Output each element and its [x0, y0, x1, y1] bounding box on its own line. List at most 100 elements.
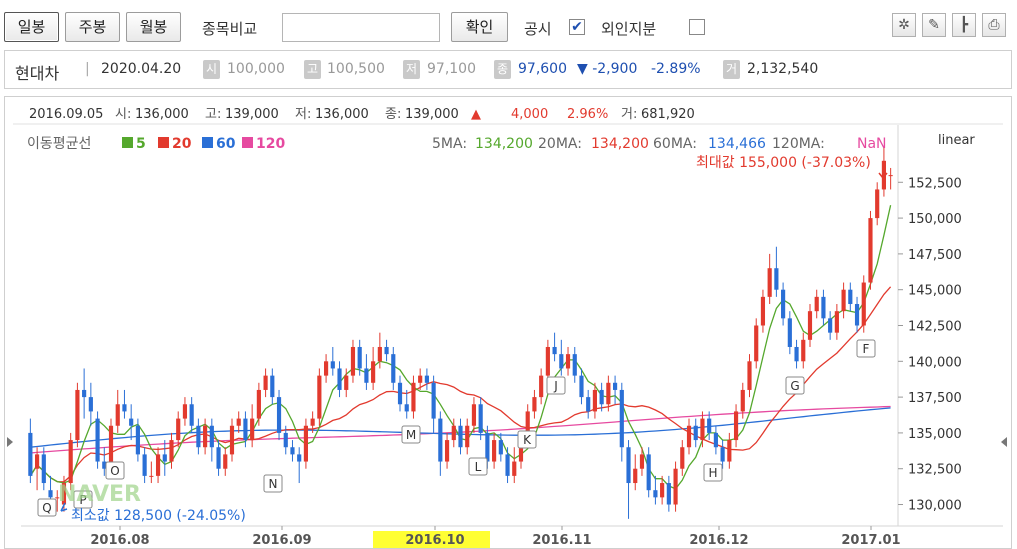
draw-icon[interactable]: ✎ — [922, 13, 946, 37]
scroll-right-icon — [1001, 437, 1007, 447]
ma-readout-label: 5MA: — [432, 136, 467, 152]
ma-readout-value: 134,200 — [591, 136, 649, 152]
open-value: 100,000 — [227, 61, 285, 77]
candle — [713, 425, 718, 455]
candlestick-chart[interactable]: 2016.09.05 시: 136,000 고: 139,000 저: 136,… — [5, 97, 1011, 548]
candle — [881, 146, 887, 197]
candle — [364, 354, 369, 390]
compare-input[interactable] — [282, 13, 440, 42]
candle — [619, 382, 624, 462]
candle-body — [290, 447, 295, 455]
candle — [660, 475, 665, 505]
candle-body — [176, 418, 181, 441]
candle-body — [384, 346, 389, 355]
candle-body — [310, 418, 315, 426]
candle-body — [276, 397, 282, 433]
x-tick-label: 2016.08 — [90, 533, 149, 548]
month-chart-button[interactable]: 월봉 — [126, 12, 181, 42]
quote-date: 2020.04.20 — [101, 61, 182, 77]
candle-body — [297, 454, 302, 462]
candle — [297, 447, 302, 484]
candle-body — [807, 311, 813, 340]
candle-body — [794, 346, 799, 362]
indicator-icon[interactable]: ┣ — [952, 13, 976, 37]
candle — [95, 411, 100, 469]
y-tick-label: 137,500 — [908, 391, 962, 406]
x-tick-label: 2016.10 — [405, 533, 464, 548]
candle-body — [337, 368, 342, 390]
candle-body — [693, 425, 698, 441]
y-tick-label: 140,000 — [908, 355, 962, 370]
marker-label: J — [553, 379, 558, 393]
candle — [465, 418, 470, 455]
candle — [781, 282, 786, 326]
candle-body — [391, 354, 396, 383]
candle-body — [283, 432, 288, 448]
candle — [256, 382, 261, 426]
candle-body — [592, 389, 598, 412]
candle — [592, 382, 598, 419]
max-annotation: 최대값 155,000 (-37.03%) — [696, 155, 871, 171]
candle-body — [888, 175, 893, 177]
candle-body — [41, 454, 46, 484]
high-badge: 고 — [304, 60, 321, 79]
volume-badge: 거 — [723, 60, 740, 79]
ma-readout-value: 134,466 — [708, 136, 766, 152]
detail-close-label: 종: — [385, 107, 401, 122]
candle — [693, 418, 698, 448]
candle-body — [357, 346, 362, 369]
candle-body — [344, 375, 349, 390]
print-icon[interactable]: ⎙ — [982, 13, 1006, 37]
change-pct: -2.89% — [651, 61, 701, 77]
candle-body — [223, 454, 228, 469]
legend-label: 5 — [136, 136, 146, 152]
candle — [572, 346, 577, 383]
legend-title: 이동평균선 — [27, 136, 91, 152]
week-chart-button[interactable]: 주봉 — [65, 12, 120, 42]
candle — [868, 210, 873, 290]
candle — [740, 382, 745, 419]
marker-box — [263, 474, 283, 493]
marker-label: L — [475, 460, 482, 474]
candle-body — [418, 375, 423, 383]
candle-body — [559, 354, 564, 369]
y-tick-label: 132,500 — [908, 463, 962, 478]
volume-value: 2,132,540 — [747, 61, 819, 77]
candle-body — [256, 389, 261, 419]
candle — [626, 440, 631, 519]
candle-body — [875, 189, 880, 219]
candle-body — [82, 389, 87, 398]
detail-open-label: 시: — [115, 107, 131, 122]
candle-body — [525, 411, 530, 441]
candle — [606, 375, 611, 412]
candle-body — [754, 325, 759, 362]
confirm-button[interactable]: 확인 — [451, 12, 508, 42]
candle-body — [330, 361, 335, 369]
candle — [841, 282, 846, 319]
day-chart-button[interactable]: 일봉 — [4, 12, 59, 42]
notice-checkbox[interactable]: ✔ — [569, 19, 585, 35]
candle-body — [48, 490, 53, 498]
high-value: 100,500 — [327, 61, 385, 77]
candle-body — [633, 468, 638, 484]
ma-readout-label: 20MA: — [538, 136, 582, 152]
candle-body — [606, 382, 611, 405]
candle — [75, 382, 80, 448]
candle-body — [169, 440, 174, 462]
candle — [539, 368, 544, 405]
compare-label: 종목비교 — [202, 20, 258, 38]
settings-icon[interactable]: ✲ — [892, 13, 916, 37]
candle — [801, 332, 806, 369]
candle — [223, 447, 228, 476]
candle — [673, 461, 678, 512]
candle — [438, 411, 443, 476]
candle — [203, 418, 208, 455]
foreign-checkbox[interactable] — [689, 19, 705, 35]
candle-body — [155, 454, 161, 476]
candle-body — [774, 268, 779, 290]
min-arrow-icon — [60, 502, 68, 512]
candle-body — [411, 382, 416, 412]
candle — [787, 311, 792, 355]
marker-label: N — [269, 477, 278, 491]
detail-change: 4,000 — [511, 107, 548, 122]
